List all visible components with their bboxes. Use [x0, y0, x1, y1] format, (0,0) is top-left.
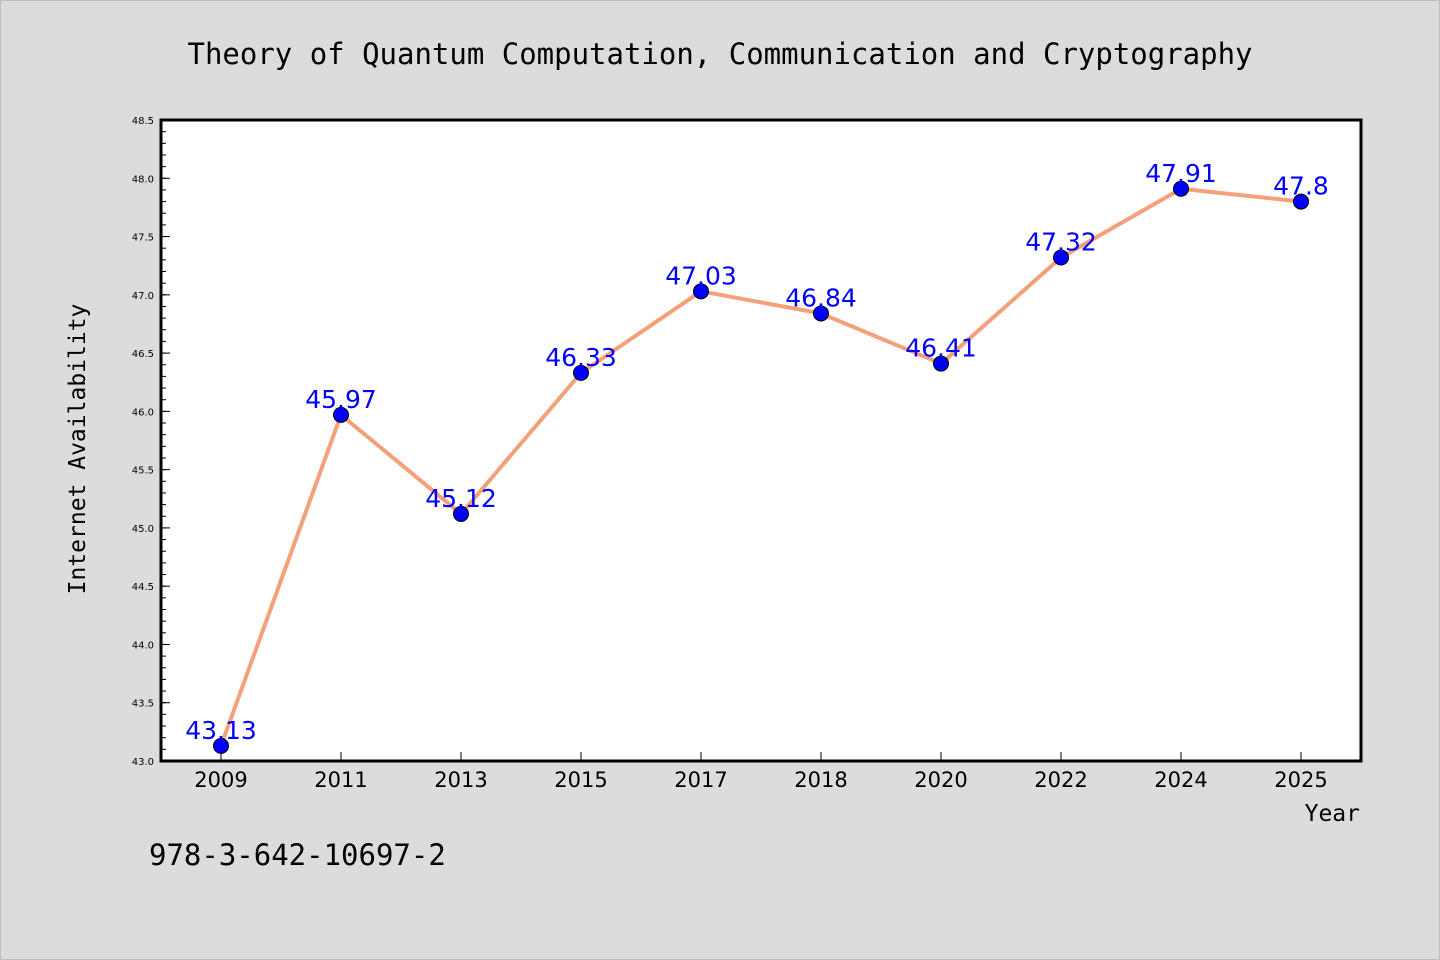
data-point — [453, 505, 469, 522]
data-label: 45.97 — [305, 385, 377, 414]
data-point — [813, 305, 829, 322]
data-point — [933, 355, 949, 372]
x-tick-label: 2024 — [1154, 768, 1207, 792]
series-internet-availability — [213, 180, 1309, 754]
data-label: 47.03 — [665, 261, 737, 290]
data-point — [333, 406, 349, 423]
chart-title: Theory of Quantum Computation, Communica… — [187, 37, 1252, 71]
y-tick-label: 48.5 — [132, 116, 154, 127]
data-label: 46.41 — [905, 334, 977, 363]
data-label: 47.91 — [1145, 159, 1217, 188]
data-label: 43.13 — [185, 716, 257, 745]
y-tick-label: 43.0 — [132, 757, 154, 768]
plot-frame — [159, 118, 1363, 763]
y-tick-label: 47.5 — [132, 233, 154, 244]
data-label: 46.84 — [785, 283, 857, 312]
x-axis-label: Year — [1305, 801, 1360, 827]
x-tick-label: 2022 — [1034, 768, 1087, 792]
data-label: 47.8 — [1273, 172, 1329, 201]
y-tick-label: 48.0 — [132, 174, 154, 185]
annotation-text: 978-3-642-10697-2 — [149, 838, 446, 872]
data-point — [1173, 180, 1189, 197]
x-tick-label: 2013 — [434, 768, 487, 792]
plot-area — [161, 120, 1361, 761]
data-label: 47.32 — [1025, 228, 1097, 257]
x-tick-label: 2011 — [314, 768, 367, 792]
x-tick-label: 2018 — [794, 768, 847, 792]
data-point — [1293, 193, 1309, 210]
y-tick-label: 44.0 — [132, 640, 154, 651]
data-label: 45.12 — [425, 484, 497, 513]
data-point — [693, 283, 709, 300]
y-tick-label: 46.5 — [132, 349, 154, 360]
y-tick-label: 45.0 — [132, 524, 154, 535]
data-point — [1053, 249, 1069, 266]
data-labels: 43.13 45.97 45.12 46.33 47.03 46.84 46.41 47.32… — [185, 159, 1329, 745]
y-axis-label: Internet Availability — [65, 304, 91, 595]
x-tick-label: 2025 — [1274, 768, 1327, 792]
x-tick-label: 2020 — [914, 768, 967, 792]
data-label: 46.33 — [545, 343, 617, 372]
y-tick-label: 43.5 — [132, 699, 154, 710]
y-tick-label: 47.0 — [132, 291, 154, 302]
x-tick-label: 2017 — [674, 768, 727, 792]
x-axis: 2009 2011 2013 2015 2017 2018 2020 2022 2024 2025 — [194, 752, 1328, 792]
y-axis: 43.0 43.5 44.0 44.5 45.0 45.5 46.0 46.5 47.0 47.5… — [132, 116, 170, 768]
x-tick-label: 2009 — [194, 768, 247, 792]
y-tick-label: 44.5 — [132, 582, 154, 593]
series-line — [219, 186, 1303, 748]
y-tick-label: 46.0 — [132, 407, 154, 418]
data-point — [213, 737, 229, 754]
x-tick-label: 2015 — [554, 768, 607, 792]
y-tick-label: 45.5 — [132, 466, 154, 477]
data-point — [573, 364, 589, 381]
